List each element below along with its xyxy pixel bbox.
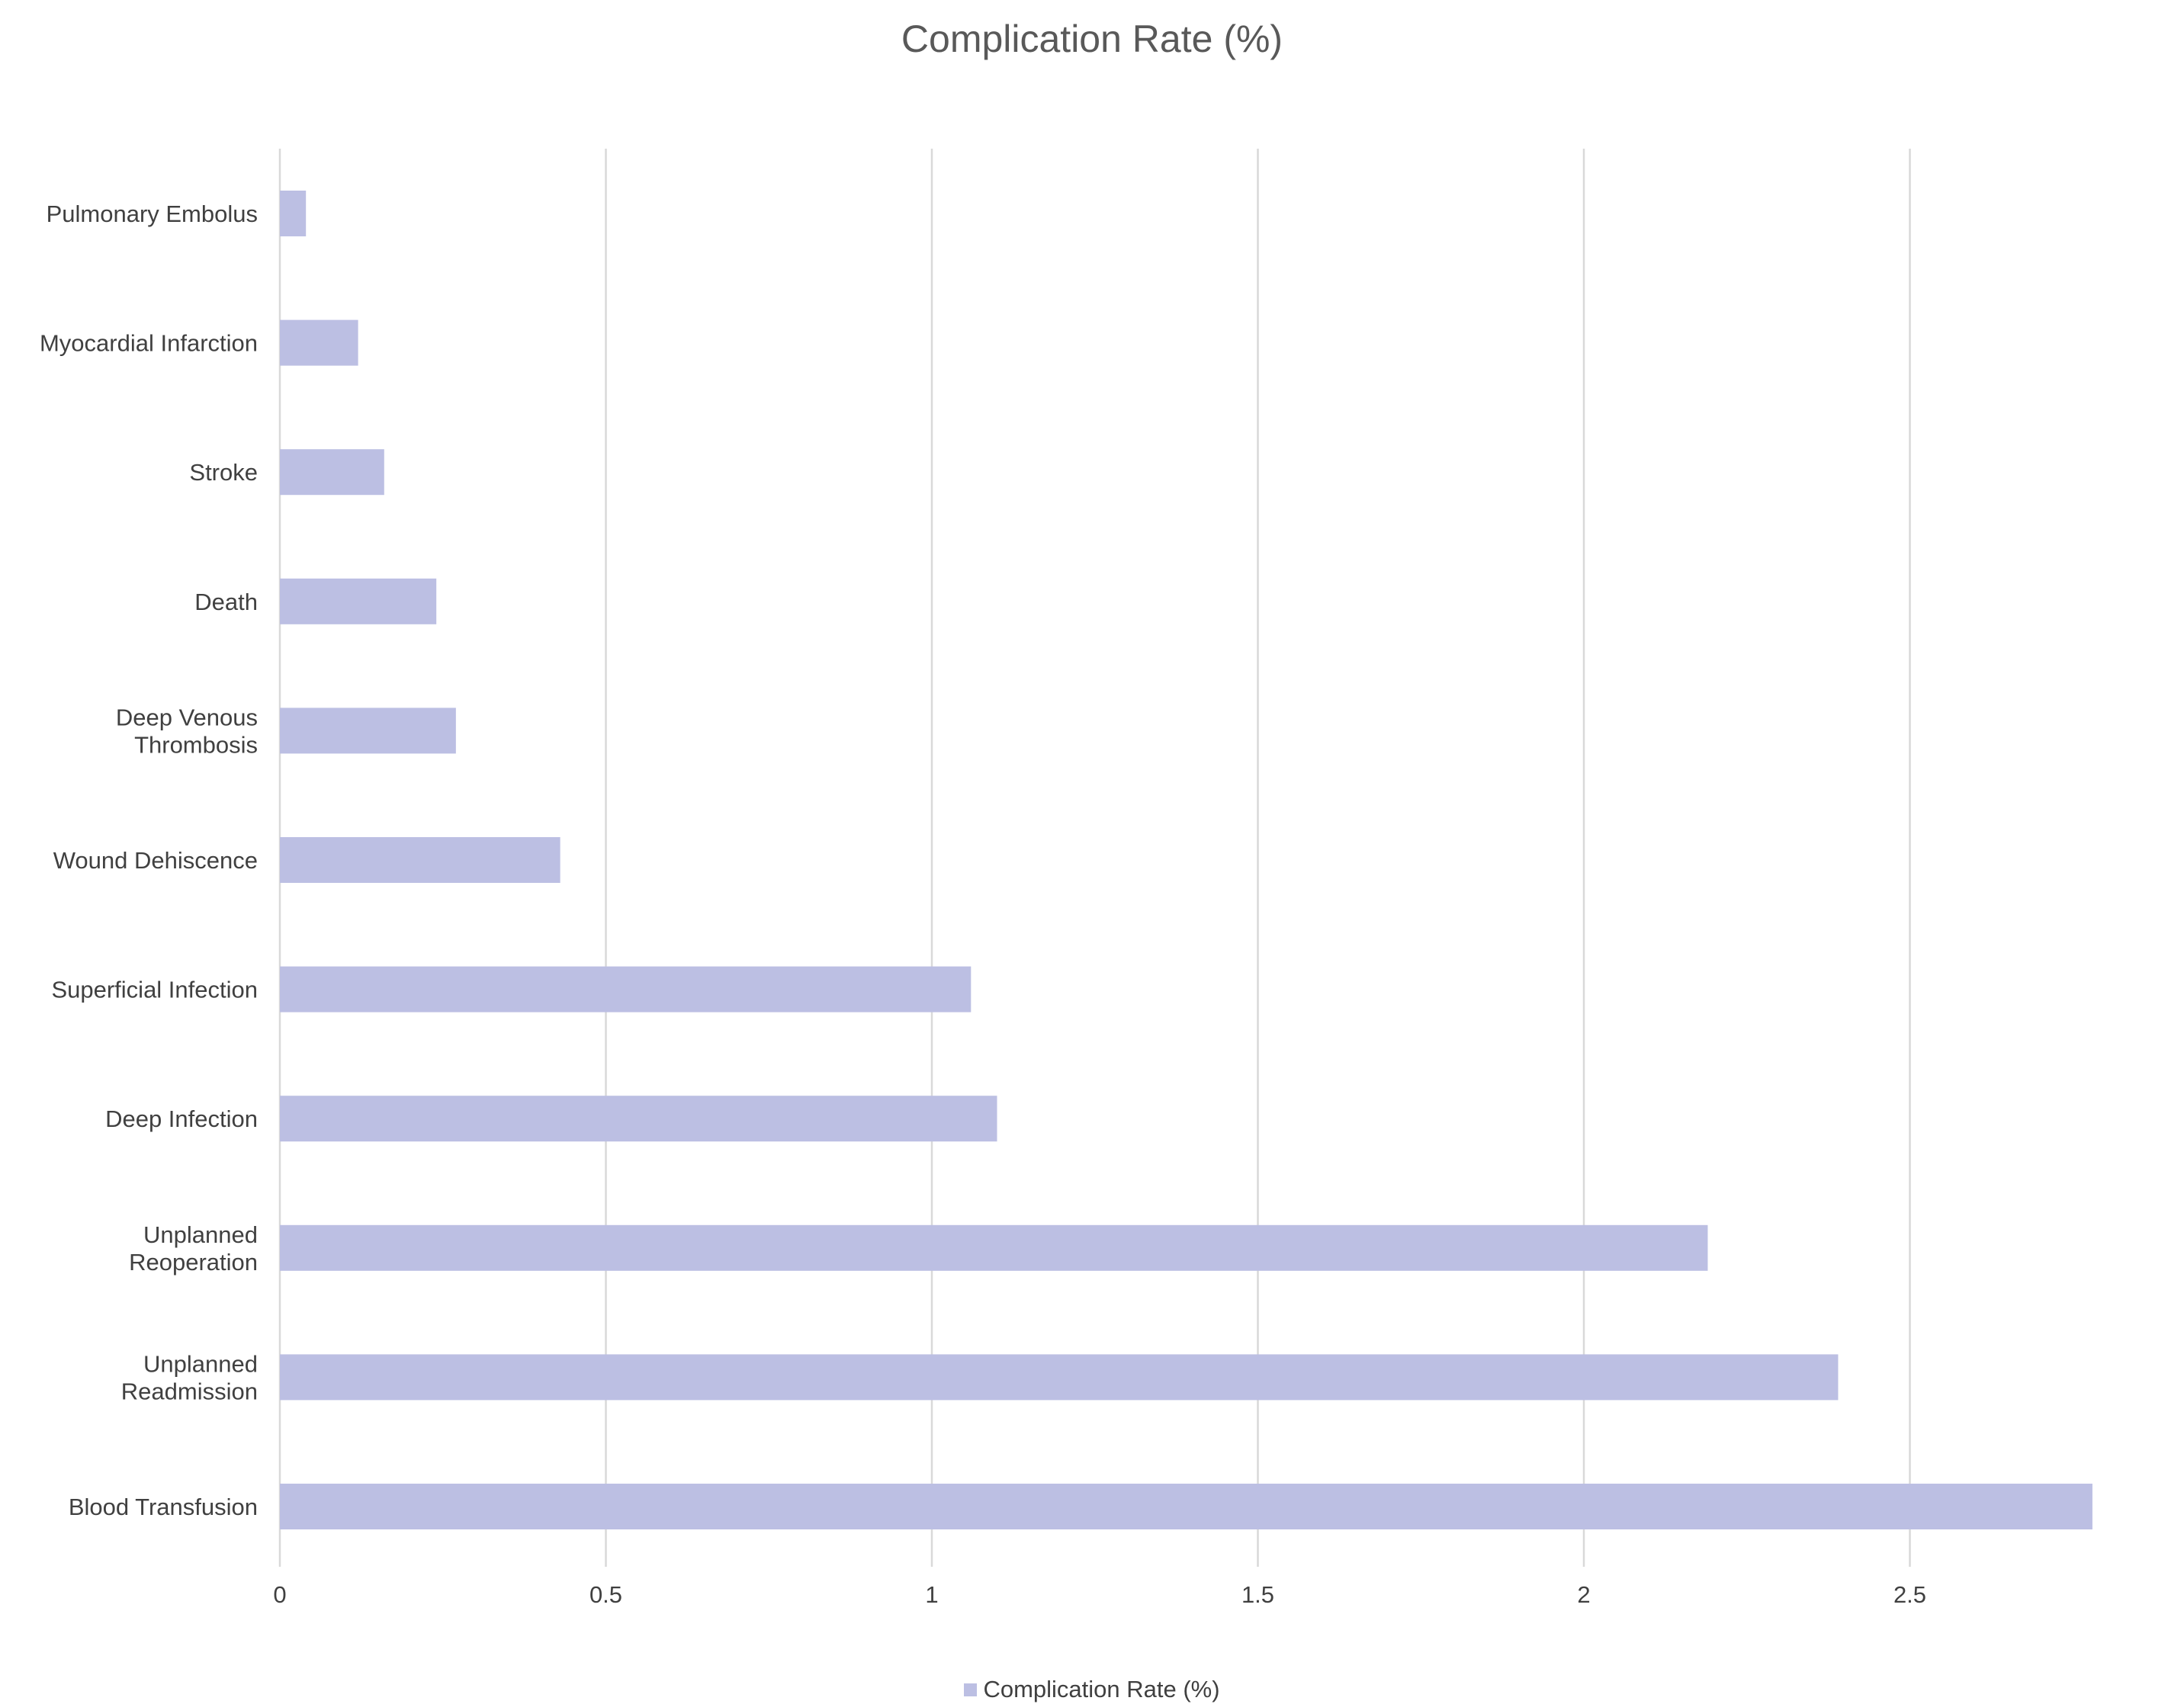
bar bbox=[280, 1224, 1708, 1271]
category-label-line: Death bbox=[194, 589, 258, 615]
bar bbox=[280, 708, 456, 754]
category-label: Stroke bbox=[189, 459, 258, 486]
category-label-line: Wound Dehiscence bbox=[53, 847, 258, 874]
category-label-line: Blood Transfusion bbox=[69, 1494, 258, 1520]
legend-swatch bbox=[964, 1683, 978, 1696]
bar bbox=[280, 1096, 997, 1142]
bar bbox=[280, 966, 972, 1012]
bar bbox=[280, 449, 384, 496]
bar bbox=[280, 837, 560, 883]
category-label: Superficial Infection bbox=[51, 977, 258, 1003]
category-label: Deep Venous Thrombosis bbox=[116, 704, 258, 758]
legend: Complication Rate (%) bbox=[0, 1676, 2184, 1703]
bar bbox=[280, 578, 437, 624]
bar bbox=[280, 1484, 2092, 1529]
category-label-line: Unplanned bbox=[143, 1221, 258, 1248]
x-tick-label: 2.5 bbox=[1893, 1581, 1926, 1608]
category-label-line: Thrombosis bbox=[134, 731, 258, 758]
bar bbox=[280, 1354, 1839, 1401]
category-label-line: Deep Infection bbox=[105, 1106, 258, 1132]
category-label: Wound Dehiscence bbox=[53, 847, 258, 874]
category-label-line: Unplanned bbox=[143, 1350, 258, 1377]
category-label-line: Reoperation bbox=[129, 1249, 258, 1276]
category-label-line: Deep Venous bbox=[116, 704, 258, 730]
category-label-line: Myocardial Infarction bbox=[40, 330, 258, 357]
bar bbox=[280, 319, 358, 366]
x-tick-label: 1 bbox=[925, 1581, 938, 1608]
category-label: Unplanned Readmission bbox=[121, 1350, 258, 1404]
category-label: Blood Transfusion bbox=[69, 1494, 258, 1520]
x-tick-label: 1.5 bbox=[1241, 1581, 1274, 1608]
category-label: Death bbox=[194, 589, 258, 615]
category-label-line: Readmission bbox=[121, 1378, 258, 1404]
legend-label: Complication Rate (%) bbox=[983, 1676, 1220, 1702]
category-label-line: Superficial Infection bbox=[51, 977, 258, 1003]
category-label: Myocardial Infarction bbox=[40, 330, 258, 357]
category-label-line: Stroke bbox=[189, 459, 258, 486]
category-label: Unplanned Reoperation bbox=[129, 1221, 258, 1276]
category-label: Deep Infection bbox=[105, 1106, 258, 1132]
category-label-line: Pulmonary Embolus bbox=[47, 201, 258, 227]
bar bbox=[280, 191, 307, 236]
chart-title: Complication Rate (%) bbox=[901, 18, 1283, 60]
category-label: Pulmonary Embolus bbox=[47, 201, 258, 227]
x-tick-label: 2 bbox=[1577, 1581, 1590, 1608]
x-tick-label: 0.5 bbox=[589, 1581, 622, 1608]
x-tick-label: 0 bbox=[273, 1581, 286, 1608]
